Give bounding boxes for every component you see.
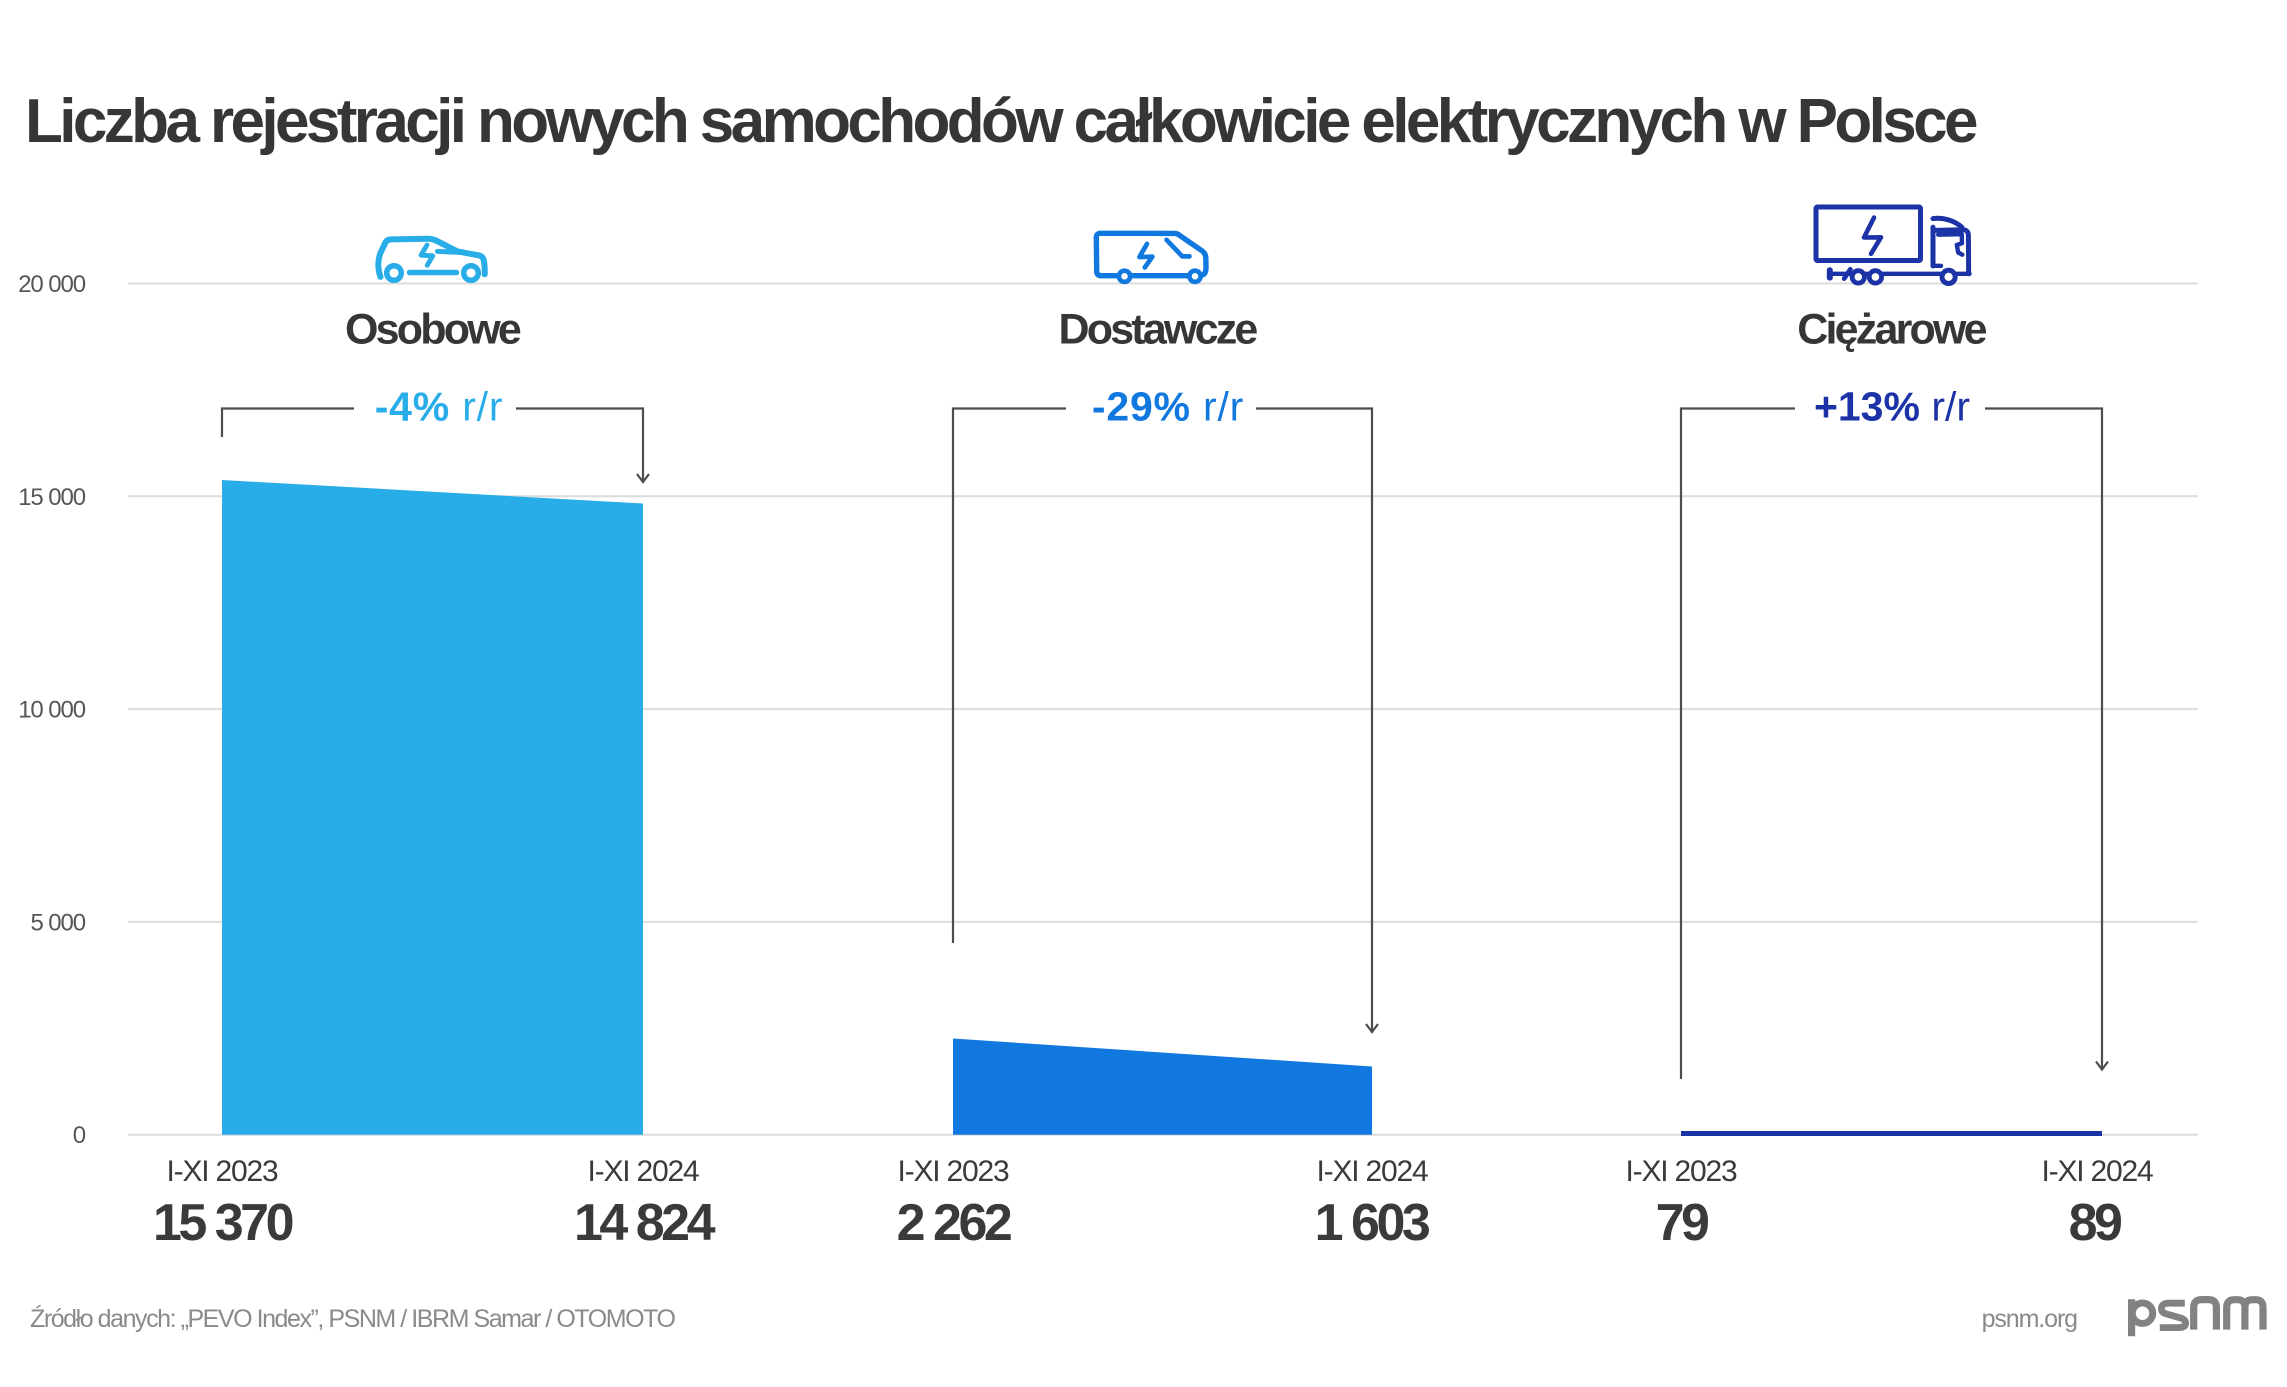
svg-text:2 262: 2 262: [897, 1194, 1011, 1252]
svg-text:Ciężarowe: Ciężarowe: [1797, 306, 1986, 354]
svg-text:15 370: 15 370: [153, 1194, 293, 1252]
svg-text:Osobowe: Osobowe: [345, 306, 521, 354]
svg-text:I-XI 2024: I-XI 2024: [1317, 1155, 1428, 1188]
svg-text:I-XI 2024: I-XI 2024: [588, 1155, 699, 1188]
svg-text:Źródło danych: „PEVO Index”, P: Źródło danych: „PEVO Index”, PSNM / IBRM…: [30, 1304, 675, 1333]
svg-text:10 000: 10 000: [18, 697, 86, 724]
svg-text:I-XI 2023: I-XI 2023: [1626, 1155, 1737, 1188]
svg-text:15 000: 15 000: [18, 484, 86, 511]
svg-text:-4% r/r: -4% r/r: [375, 384, 504, 430]
svg-text:1 603: 1 603: [1315, 1194, 1430, 1252]
svg-text:20 000: 20 000: [18, 271, 86, 298]
svg-text:psnm.org: psnm.org: [1982, 1305, 2078, 1333]
svg-text:5 000: 5 000: [30, 909, 85, 936]
svg-text:Dostawcze: Dostawcze: [1058, 306, 1257, 354]
svg-text:I-XI 2023: I-XI 2023: [898, 1155, 1009, 1188]
svg-text:79: 79: [1656, 1194, 1708, 1252]
svg-text:-29% r/r: -29% r/r: [1092, 384, 1244, 430]
svg-text:Liczba rejestracji nowych samo: Liczba rejestracji nowych samochodów cał…: [25, 87, 1977, 156]
svg-text:+13% r/r: +13% r/r: [1814, 384, 1970, 430]
svg-text:14 824: 14 824: [574, 1194, 716, 1252]
svg-text:89: 89: [2069, 1194, 2121, 1252]
svg-text:I-XI 2024: I-XI 2024: [2042, 1155, 2153, 1188]
svg-text:I-XI 2023: I-XI 2023: [167, 1155, 278, 1188]
svg-text:0: 0: [73, 1122, 86, 1149]
